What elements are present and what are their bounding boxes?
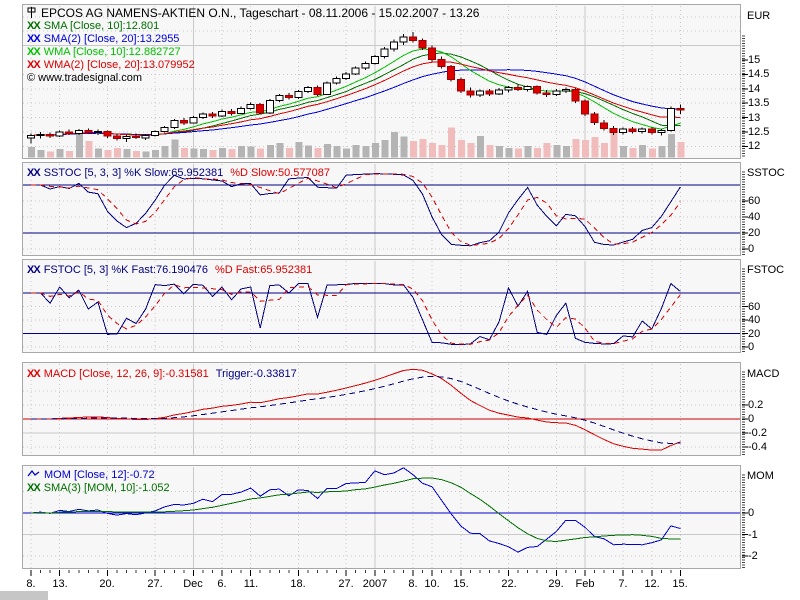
- macd-tick-label: 0: [748, 413, 755, 425]
- sstoc-tick-label: 0: [748, 243, 755, 255]
- fstoc-axis-label[interactable]: FSTOC: [747, 264, 785, 276]
- date-label: 11.: [243, 578, 259, 590]
- watermark: © www.tradesignal.com: [27, 72, 143, 84]
- fstoc-tick-label: 60: [748, 301, 761, 313]
- legend-text: FSTOC [5, 3] %K Fast:76.190476: [43, 264, 208, 276]
- date-label: 2007: [362, 578, 388, 590]
- sstoc-tick-label: 40: [748, 211, 761, 223]
- date-label: 7.: [618, 578, 628, 590]
- macd-legend-row: XX MACD [Close, 12, 26, 9]:-0.31581 Trigge…: [27, 368, 304, 380]
- mom-legend-row: MOM [Close, 12]:-0.72: [27, 469, 162, 481]
- series-marker-icon: XX: [27, 167, 41, 179]
- legend-text: WMA [Close, 10]:12.882727: [43, 46, 181, 58]
- price-legend-row: XX SMA [Close, 10]:12.801: [27, 20, 166, 32]
- mom-tick-label: 0: [748, 507, 755, 519]
- price-legend-row: XX SMA(2) [Close, 20]:13.2955: [27, 33, 186, 45]
- date-label: 6.: [217, 578, 227, 590]
- legend-text: SSTOC [5, 3, 3] %K Slow:65.952381: [43, 167, 224, 179]
- date-label: Dec: [183, 578, 203, 590]
- date-label: 18.: [290, 578, 306, 590]
- date-label: 13.: [52, 578, 68, 590]
- date-label: 12.: [644, 578, 660, 590]
- price-tick-label: 13.5: [748, 97, 770, 109]
- date-label: 15.: [672, 578, 688, 590]
- price-tick-label: 14: [748, 83, 761, 95]
- price-legend-row: XX WMA(2) [Close, 20]:13.079952: [27, 59, 202, 71]
- fstoc-tick-label: 20: [748, 328, 761, 340]
- wave-line-icon: [27, 469, 40, 481]
- sstoc-tick-label: 60: [748, 195, 761, 207]
- series-marker-icon: XX: [27, 33, 41, 45]
- series-marker-icon: XX: [27, 59, 41, 71]
- date-label: 8.: [408, 578, 418, 590]
- mom-axis-label[interactable]: MOM: [747, 470, 774, 482]
- mom-tick-label: -2: [748, 550, 758, 562]
- legend-text: MOM [Close, 12]:-0.72: [44, 469, 155, 481]
- legend-text: %D Slow:50.577087: [230, 167, 330, 179]
- sstoc-axis-label[interactable]: SSTOC: [747, 167, 785, 179]
- legend-text: MACD [Close, 12, 26, 9]:-0.31581: [43, 368, 209, 380]
- sstoc-tick-label: 20: [748, 227, 761, 239]
- legend-text: %D Fast:65.952381: [214, 264, 313, 276]
- date-label: 20.: [99, 578, 115, 590]
- mom-legend-row: XX SMA(3) [MOM, 10]:-1.052: [27, 482, 177, 494]
- price-tick-label: 12: [748, 140, 761, 152]
- mom-tick-label: -1: [748, 529, 758, 541]
- series-marker-icon: XX: [27, 46, 41, 58]
- date-label: 29.: [548, 578, 564, 590]
- macd-tick-label: -0.4: [748, 441, 767, 453]
- date-label: Feb: [575, 578, 595, 590]
- legend-text: SMA(2) [Close, 20]:13.2955: [43, 33, 180, 45]
- date-label: 22.: [501, 578, 517, 590]
- chart-title: EPCOS AG NAMENS-AKTIEN O.N., Tageschart …: [41, 6, 480, 20]
- legend-text: WMA(2) [Close, 20]:13.079952: [43, 59, 195, 71]
- date-label: 15.: [453, 578, 469, 590]
- series-marker-icon: XX: [27, 368, 41, 380]
- sstoc-legend-row: XX SSTOC [5, 3, 3] %K Slow:65.952381 %D Sl…: [27, 167, 337, 179]
- chart-window-icon: [27, 7, 37, 21]
- price-legend-row: XX WMA [Close, 10]:12.882727: [27, 46, 188, 58]
- series-marker-icon: XX: [27, 264, 41, 276]
- legend-text: Trigger:-0.33817: [215, 368, 297, 380]
- bottom-left-corner: [0, 591, 48, 600]
- price-tick-label: 13: [748, 112, 761, 124]
- fstoc-tick-label: 40: [748, 314, 761, 326]
- series-marker-icon: XX: [27, 20, 41, 32]
- series-marker-icon: XX: [27, 482, 41, 494]
- macd-tick-label: -0.2: [748, 427, 767, 439]
- price-tick-label: 12.5: [748, 126, 770, 138]
- price-axis-label[interactable]: EUR: [747, 10, 771, 22]
- price-tick-label: 14.5: [748, 68, 770, 80]
- legend-text: SMA(3) [MOM, 10]:-1.052: [43, 482, 170, 494]
- chart-title-row: EPCOS AG NAMENS-AKTIEN O.N., Tageschart …: [27, 7, 479, 21]
- date-label: 8.: [26, 578, 36, 590]
- price-tick-label: 15: [748, 54, 761, 66]
- legend-text: SMA [Close, 10]:12.801: [43, 20, 160, 32]
- macd-tick-label: 0.2: [748, 399, 764, 411]
- macd-axis-label[interactable]: MACD: [747, 368, 780, 380]
- fstoc-legend-row: XX FSTOC [5, 3] %K Fast:76.190476 %D Fast:…: [27, 264, 319, 276]
- fstoc-tick-label: 0: [748, 341, 755, 353]
- date-label: 10.: [424, 578, 440, 590]
- date-label: 27.: [147, 578, 163, 590]
- date-label: 27.: [338, 578, 354, 590]
